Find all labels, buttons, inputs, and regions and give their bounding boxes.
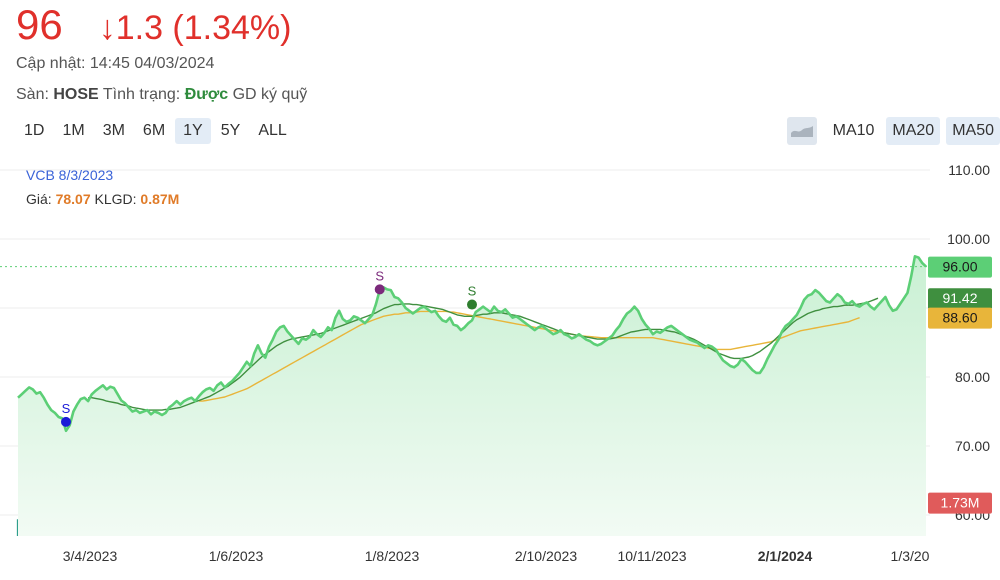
y-tick-label: 80.00 [955,369,990,385]
range-selector: 1D 1M 3M 6M 1Y 5Y ALL [16,118,297,144]
range-6m-button[interactable]: 6M [142,122,166,139]
updated-value: 14:45 04/03/2024 [89,55,215,72]
range-5y-button[interactable]: 5Y [220,122,241,139]
signal-marker-label: S [468,284,477,299]
range-all-button[interactable]: ALL [258,122,287,139]
last-value-label: 88.60 [942,310,977,326]
x-tick-label: 10/11/2023 [617,548,686,564]
updated-label: Cập nhật: [16,55,86,72]
y-tick-label: 110.00 [948,162,990,178]
ma20-toggle[interactable]: MA20 [886,117,941,145]
current-price: 96 [16,1,63,48]
exchange-info: Sàn: HOSE Tình trạng: Được GD ký quỹ [16,86,307,104]
x-tick-label: 1/3/20 [891,548,930,564]
last-value-badge [928,256,992,278]
exchange-label: Sàn: [16,86,49,103]
signal-marker-label: S [375,268,384,283]
update-info: Cập nhật: 14:45 04/03/2024 [16,55,214,73]
x-tick-label: 1/6/2023 [209,548,264,564]
indicator-toolbar: MA10 MA20 MA50 [786,117,1000,145]
signal-marker [374,284,385,295]
x-tick-label: 3/4/2023 [63,548,118,564]
price-change: ↓1.3 (1.34%) [98,9,292,47]
range-3m-button[interactable]: 3M [102,122,125,139]
y-tick-label: 100.00 [947,231,990,247]
range-1m-button[interactable]: 1M [62,122,85,139]
x-tick-label: 1/8/2023 [365,548,420,564]
tooltip-volume-label: KLGD: [94,191,137,207]
price-chart[interactable]: 110.00100.0080.0070.0060.00SSS96.0091.42… [0,150,1000,580]
tooltip-price-label: Giá: [26,191,52,207]
price-area [18,256,926,536]
tooltip-title: VCB 8/3/2023 [26,167,114,183]
ma20-line [88,297,879,411]
last-value-label: 91.42 [942,290,977,306]
price-line [17,255,927,433]
ma50-toggle[interactable]: MA50 [946,117,1000,145]
signal-marker-label: S [62,401,71,416]
tooltip-volume-value: 0.87M [140,191,180,207]
last-value-badge [928,288,992,310]
status-value: Được [184,86,229,103]
signal-marker [467,299,477,310]
range-1d-button[interactable]: 1D [24,122,45,139]
tooltip-price-value: 78.07 [55,191,91,207]
status-label: Tình trạng: [102,86,181,103]
x-tick-label: 2/1/2024 [758,548,813,564]
signal-marker [60,416,71,427]
status-suffix: GD ký quỹ [232,86,308,103]
tooltip-values: Giá: 78.07 KLGD: 0.87M [26,191,179,207]
last-value-label: 1.73M [941,495,980,511]
last-value-label: 96.00 [942,259,977,275]
last-value-badge [928,307,992,329]
price-header: 96 ↓1.3 (1.34%) [16,0,291,50]
y-tick-label: 70.00 [955,438,990,454]
area-chart-icon [790,126,813,137]
range-1y-button[interactable]: 1Y [175,118,211,144]
ma10-toggle[interactable]: MA10 [826,117,881,145]
x-tick-label: 2/10/2023 [515,548,577,564]
last-value-badge [928,492,992,514]
area-chart-toggle[interactable] [786,117,817,145]
exchange-value: HOSE [53,86,99,103]
